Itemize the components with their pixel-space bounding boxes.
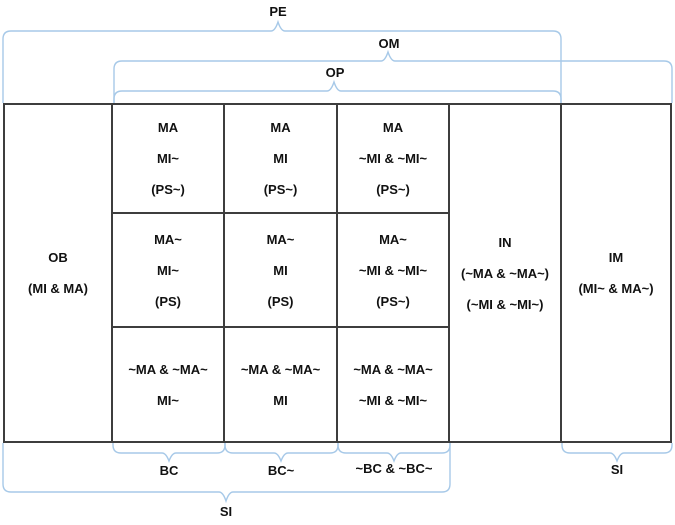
cell-line: MI [273, 151, 288, 166]
cell-line: ~MA & ~MA~ [128, 361, 208, 377]
cell-line: MA~ [379, 231, 407, 247]
cell-line: MA~ [266, 231, 295, 247]
cell-line: MA [382, 120, 404, 135]
cell-in: IN (~MA & ~MA~) (~MI & ~MI~) [450, 105, 562, 441]
cell-line: (~MA & ~MA~) [461, 265, 549, 281]
cell-line: MA~ [154, 231, 182, 247]
bc-label: BC [159, 463, 179, 478]
cell-line: (PS~) [376, 293, 410, 309]
cell-line: (MI~ & MA~) [578, 281, 654, 296]
cell-line: MI~ [156, 151, 180, 166]
nbc-brace [337, 443, 451, 463]
cell-line: IN [498, 234, 512, 250]
cell-line: (~MI & ~MI~) [466, 296, 544, 312]
cell-r3c3: ~MA & ~MA~ ~MI & ~MI~ [338, 328, 450, 441]
cell-line: (PS) [155, 293, 181, 309]
op-label: OP [325, 65, 345, 80]
cell-line: MA [270, 120, 291, 135]
bc-brace [112, 443, 226, 463]
cell-r1c3: MA ~MI & ~MI~ (PS~) [338, 105, 450, 214]
cell-line: MI [273, 392, 288, 408]
cell-r2c3: MA~ ~MI & ~MI~ (PS~) [338, 214, 450, 328]
om-label: OM [378, 36, 400, 51]
cell-line: IM [608, 250, 624, 265]
cell-line: MI [273, 262, 288, 278]
cell-line: ~MA & ~MA~ [240, 361, 321, 377]
cell-line: ~MA & ~MA~ [353, 361, 433, 377]
cell-line: ~MI & ~MI~ [358, 262, 428, 278]
bc-tilde-label: BC~ [267, 463, 295, 478]
si-right-brace [561, 443, 673, 463]
cell-r3c1: ~MA & ~MA~ MI~ [113, 328, 225, 441]
cell-line: (PS~) [263, 182, 298, 197]
nbc-label: ~BC & ~BC~ [355, 461, 433, 476]
cell-line: MI~ [156, 392, 180, 408]
cell-line: MA [157, 120, 179, 135]
cell-line: (MI & MA) [28, 281, 88, 296]
cell-line: OB [48, 250, 68, 265]
bc-tilde-brace [224, 443, 339, 463]
cell-line: ~MI & ~MI~ [358, 151, 428, 166]
om-brace [113, 49, 673, 103]
cell-ob: OB (MI & MA) [5, 105, 113, 441]
si-right-label: SI [610, 462, 624, 477]
cell-line: (PS~) [376, 182, 410, 197]
pe-label: PE [269, 4, 287, 19]
cell-r1c2: MA MI (PS~) [225, 105, 338, 214]
cell-line: (PS) [267, 293, 294, 309]
cell-r2c2: MA~ MI (PS) [225, 214, 338, 328]
partition-table: OB (MI & MA) MA MI~ (PS~) MA MI (PS~) MA… [3, 103, 672, 443]
si-bottom-label: SI [219, 504, 233, 519]
cell-r1c1: MA MI~ (PS~) [113, 105, 225, 214]
cell-r2c1: MA~ MI~ (PS) [113, 214, 225, 328]
cell-r3c2: ~MA & ~MA~ MI [225, 328, 338, 441]
cell-line: ~MI & ~MI~ [358, 392, 428, 408]
cell-im: IM (MI~ & MA~) [562, 105, 670, 441]
cell-line: (PS~) [151, 182, 185, 197]
pe-brace [2, 19, 562, 103]
op-brace [113, 79, 562, 103]
cell-line: MI~ [156, 262, 180, 278]
